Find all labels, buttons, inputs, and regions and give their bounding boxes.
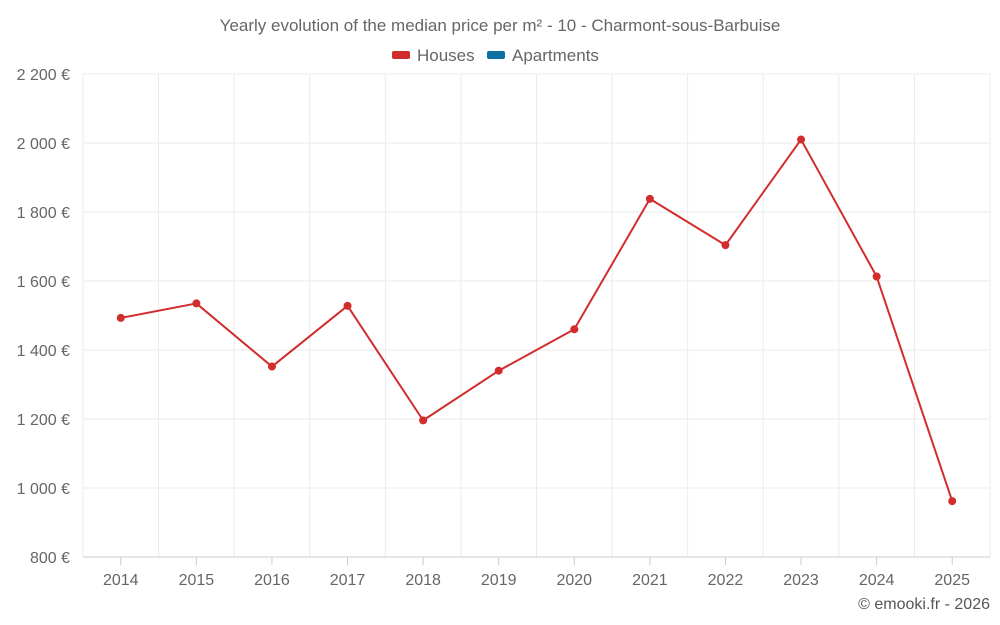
point-houses-2021[interactable] [645, 194, 654, 203]
y-tick-label: 1 800 € [17, 205, 70, 222]
y-tick-label: 2 200 € [17, 67, 70, 84]
point-houses-2022[interactable] [721, 241, 730, 250]
y-tick-label: 1 000 € [17, 481, 70, 498]
point-houses-2019[interactable] [494, 366, 503, 375]
x-tick-label: 2017 [330, 572, 366, 589]
x-axis-ticks: 2014 2015 2016 2017 2018 2019 2020 2021 2022 2023… [103, 557, 970, 589]
legend-label-houses[interactable]: Houses [417, 46, 475, 65]
x-tick-label: 2020 [556, 572, 592, 589]
point-houses-2023[interactable] [797, 135, 806, 144]
credit-text: © emooki.fr - 2026 [858, 596, 990, 613]
x-tick-label: 2018 [405, 572, 441, 589]
point-houses-2016[interactable] [267, 362, 276, 371]
y-tick-label: 800 € [30, 550, 70, 567]
x-tick-label: 2019 [481, 572, 517, 589]
series-houses [116, 135, 957, 506]
chart-title: Yearly evolution of the median price per… [220, 16, 781, 35]
y-tick-label: 1 600 € [17, 274, 70, 291]
legend-label-apartments[interactable]: Apartments [512, 46, 599, 65]
x-tick-label: 2023 [783, 572, 819, 589]
point-houses-2015[interactable] [192, 299, 201, 308]
y-tick-label: 1 200 € [17, 412, 70, 429]
point-houses-2020[interactable] [570, 325, 579, 334]
legend-swatch-houses [392, 51, 410, 59]
point-houses-2014[interactable] [116, 313, 125, 322]
gridlines [82, 73, 991, 557]
point-houses-2018[interactable] [419, 416, 428, 425]
legend: Houses Apartments [392, 46, 599, 65]
x-tick-label: 2021 [632, 572, 668, 589]
line-houses [120, 138, 954, 502]
x-tick-label: 2015 [179, 572, 215, 589]
y-tick-label: 2 000 € [17, 136, 70, 153]
legend-swatch-apartments [487, 51, 505, 59]
y-tick-label: 1 400 € [17, 343, 70, 360]
x-tick-label: 2022 [708, 572, 744, 589]
x-tick-label: 2016 [254, 572, 290, 589]
point-houses-2024[interactable] [872, 272, 881, 281]
point-houses-2017[interactable] [343, 301, 352, 310]
x-tick-label: 2024 [859, 572, 895, 589]
y-axis-ticks: 800 € 1 000 € 1 200 € 1 400 € 1 600 € 1 800 €… [17, 67, 70, 567]
point-houses-2025[interactable] [948, 497, 957, 506]
x-tick-label: 2014 [103, 572, 139, 589]
x-tick-label: 2025 [934, 572, 970, 589]
